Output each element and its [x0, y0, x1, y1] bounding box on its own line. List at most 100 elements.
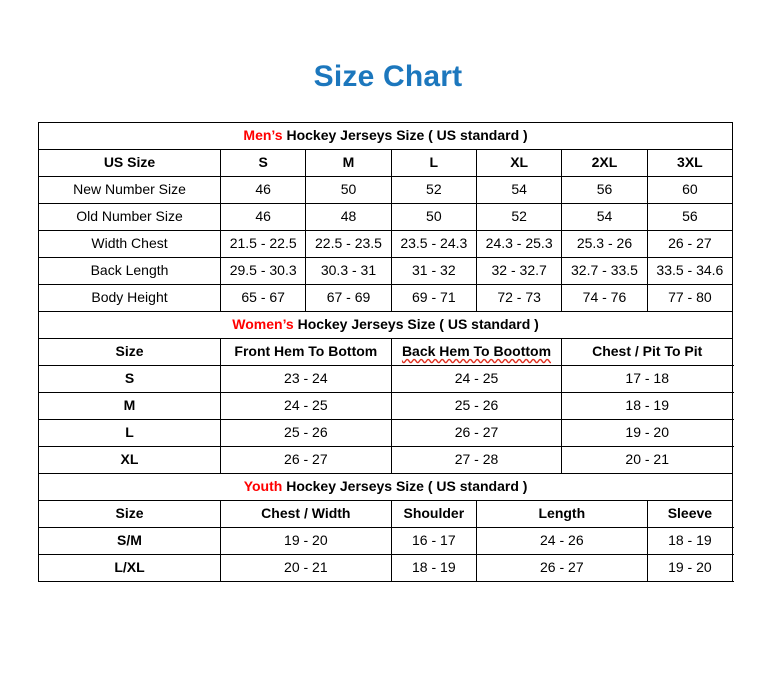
mens-col-header: S: [219, 149, 307, 177]
mens-cell: 32.7 - 33.5: [561, 257, 648, 285]
mens-cell: 29.5 - 30.3: [219, 257, 307, 285]
mens-cell: 33.5 - 34.6: [646, 257, 734, 285]
mens-row-label: Back Length: [38, 257, 221, 285]
mens-cell: 23.5 - 24.3: [390, 230, 477, 258]
youth-banner-accent: Youth: [243, 478, 283, 495]
mens-cell: 26 - 27: [646, 230, 734, 258]
youth-cell: 18 - 19: [646, 527, 734, 555]
womens-cell: 26 - 27: [220, 446, 392, 474]
youth-cell: 26 - 27: [475, 554, 648, 582]
mens-cell: 56: [561, 176, 648, 204]
table-row: L/XL 20 - 21 18 - 19 26 - 27 19 - 20: [38, 554, 734, 582]
womens-col-header: Size: [38, 338, 221, 366]
womens-cell: 19 - 20: [561, 419, 734, 447]
mens-row-label: New Number Size: [38, 176, 221, 204]
youth-cell: 19 - 20: [646, 554, 734, 582]
mens-cell: 65 - 67: [219, 284, 307, 312]
youth-cell: 18 - 19: [390, 554, 477, 582]
youth-col-header: Shoulder: [390, 500, 477, 528]
mens-cell: 72 - 73: [475, 284, 563, 312]
table-row: Width Chest 21.5 - 22.5 22.5 - 23.5 23.5…: [38, 230, 734, 258]
mens-cell: 69 - 71: [390, 284, 477, 312]
mens-col-header: 3XL: [646, 149, 734, 177]
womens-col-header-typo: Back Hem To Boottom: [401, 343, 552, 360]
womens-row-label: XL: [38, 446, 221, 474]
size-chart-table-wrap: Men’s Hockey Jerseys Size ( US standard …: [37, 122, 734, 582]
womens-cell: 26 - 27: [390, 419, 563, 447]
table-row: New Number Size 46 50 52 54 56 60: [38, 176, 734, 204]
mens-section-banner: Men’s Hockey Jerseys Size ( US standard …: [37, 122, 734, 150]
youth-row-label: L/XL: [38, 554, 221, 582]
womens-banner-row: Women’s Hockey Jerseys Size ( US standar…: [37, 311, 734, 339]
youth-cell: 20 - 21: [220, 554, 392, 582]
mens-cell: 46: [219, 203, 307, 231]
mens-row-label: Old Number Size: [38, 203, 221, 231]
table-row: M 24 - 25 25 - 26 18 - 19: [38, 392, 734, 420]
mens-cell: 48: [305, 203, 392, 231]
mens-cell: 30.3 - 31: [305, 257, 392, 285]
mens-banner-rest: Hockey Jerseys Size ( US standard ): [282, 127, 528, 144]
womens-row-label: M: [38, 392, 221, 420]
womens-row-label: L: [38, 419, 221, 447]
mens-cell: 24.3 - 25.3: [475, 230, 563, 258]
womens-cell: 25 - 26: [390, 392, 563, 420]
womens-banner-accent: Women’s: [232, 316, 294, 333]
womens-section-banner: Women’s Hockey Jerseys Size ( US standar…: [37, 311, 734, 339]
mens-col-header: L: [390, 149, 477, 177]
youth-section-banner: Youth Hockey Jerseys Size ( US standard …: [37, 473, 734, 501]
youth-cell: 16 - 17: [390, 527, 477, 555]
mens-cell: 50: [390, 203, 477, 231]
size-chart-body: Men’s Hockey Jerseys Size ( US standard …: [37, 122, 734, 582]
mens-col-header: M: [305, 149, 392, 177]
womens-col-header: Front Hem To Bottom: [220, 338, 392, 366]
table-row: Body Height 65 - 67 67 - 69 69 - 71 72 -…: [38, 284, 734, 312]
table-row: Old Number Size 46 48 50 52 54 56: [38, 203, 734, 231]
womens-cell: 18 - 19: [561, 392, 734, 420]
mens-cell: 60: [646, 176, 734, 204]
womens-col-header: Back Hem To Boottom: [390, 338, 563, 366]
mens-cell: 50: [305, 176, 392, 204]
womens-row-label: S: [38, 365, 221, 393]
mens-cell: 54: [475, 176, 563, 204]
table-row: XL 26 - 27 27 - 28 20 - 21: [38, 446, 734, 474]
womens-cell: 23 - 24: [220, 365, 392, 393]
youth-banner-rest: Hockey Jerseys Size ( US standard ): [282, 478, 528, 495]
table-row: S 23 - 24 24 - 25 17 - 18: [38, 365, 734, 393]
mens-cell: 52: [390, 176, 477, 204]
mens-cell: 32 - 32.7: [475, 257, 563, 285]
womens-cell: 20 - 21: [561, 446, 734, 474]
mens-col-header: XL: [475, 149, 563, 177]
table-row: L 25 - 26 26 - 27 19 - 20: [38, 419, 734, 447]
youth-row-label: S/M: [38, 527, 221, 555]
mens-col-header: 2XL: [561, 149, 648, 177]
page-title: Size Chart: [313, 60, 463, 93]
youth-cell: 24 - 26: [475, 527, 648, 555]
mens-cell: 74 - 76: [561, 284, 648, 312]
youth-col-header: Length: [475, 500, 648, 528]
womens-cell: 27 - 28: [390, 446, 563, 474]
womens-cell: 17 - 18: [561, 365, 734, 393]
mens-banner-row: Men’s Hockey Jerseys Size ( US standard …: [37, 122, 734, 150]
youth-col-header: Size: [38, 500, 221, 528]
youth-cell: 19 - 20: [220, 527, 392, 555]
mens-cell: 22.5 - 23.5: [305, 230, 392, 258]
youth-banner-row: Youth Hockey Jerseys Size ( US standard …: [37, 473, 734, 501]
mens-row-label: Body Height: [38, 284, 221, 312]
youth-header-row: Size Chest / Width Shoulder Length Sleev…: [38, 500, 734, 528]
mens-row-label: Width Chest: [38, 230, 221, 258]
table-row: Back Length 29.5 - 30.3 30.3 - 31 31 - 3…: [38, 257, 734, 285]
youth-col-header: Chest / Width: [220, 500, 392, 528]
table-row: S/M 19 - 20 16 - 17 24 - 26 18 - 19: [38, 527, 734, 555]
mens-cell: 25.3 - 26: [561, 230, 648, 258]
womens-cell: 24 - 25: [220, 392, 392, 420]
mens-banner-accent: Men’s: [243, 127, 283, 144]
youth-col-header: Sleeve: [646, 500, 734, 528]
mens-cell: 21.5 - 22.5: [219, 230, 307, 258]
womens-cell: 25 - 26: [220, 419, 392, 447]
mens-cell: 54: [561, 203, 648, 231]
mens-col-header: US Size: [38, 149, 221, 177]
mens-cell: 52: [475, 203, 563, 231]
womens-banner-rest: Hockey Jerseys Size ( US standard ): [293, 316, 539, 333]
womens-cell: 24 - 25: [390, 365, 563, 393]
